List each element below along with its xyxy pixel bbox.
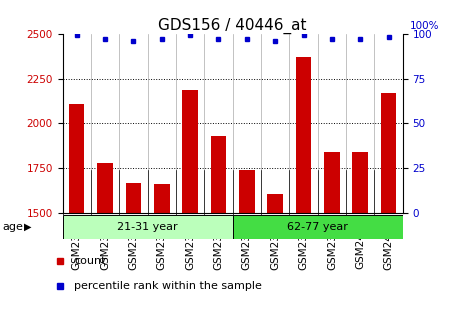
Bar	[324, 152, 340, 213]
Bar	[268, 195, 283, 213]
Bar	[211, 136, 226, 213]
Text: age: age	[2, 222, 23, 232]
Text: 21-31 year: 21-31 year	[117, 222, 178, 232]
Text: 62-77 year: 62-77 year	[288, 222, 348, 232]
Text: percentile rank within the sample: percentile rank within the sample	[74, 281, 262, 291]
Bar	[97, 163, 113, 213]
Bar	[125, 183, 141, 213]
Text: ▶: ▶	[24, 222, 31, 232]
Text: 100%: 100%	[410, 21, 439, 31]
Bar	[296, 57, 311, 213]
Bar	[239, 170, 255, 213]
Text: count: count	[74, 256, 106, 266]
Bar	[352, 152, 368, 213]
Bar	[381, 93, 396, 213]
Bar	[63, 215, 233, 239]
Bar	[69, 104, 84, 213]
Bar	[233, 215, 403, 239]
Bar	[182, 90, 198, 213]
Title: GDS156 / 40446_at: GDS156 / 40446_at	[158, 17, 307, 34]
Bar	[154, 184, 169, 213]
